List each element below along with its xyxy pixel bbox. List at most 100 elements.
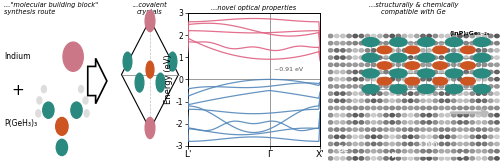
Circle shape [433,77,448,85]
Circle shape [439,49,444,52]
Circle shape [433,142,438,146]
Circle shape [384,128,388,131]
Circle shape [458,63,462,66]
Circle shape [458,77,462,81]
Circle shape [464,121,468,124]
Text: ~0.91 eV: ~0.91 eV [274,67,303,72]
Circle shape [359,56,364,59]
Circle shape [372,34,376,38]
Circle shape [359,70,364,74]
Circle shape [366,106,370,110]
Circle shape [439,106,444,110]
Circle shape [446,85,462,93]
Circle shape [347,70,352,74]
Circle shape [340,157,345,160]
Circle shape [482,128,487,131]
Circle shape [372,106,376,110]
Circle shape [347,77,352,81]
Circle shape [414,106,419,110]
Circle shape [372,114,376,117]
Circle shape [390,85,407,93]
Circle shape [464,128,468,131]
Circle shape [378,99,382,103]
Circle shape [414,41,419,45]
Circle shape [334,157,339,160]
Circle shape [452,157,456,160]
Circle shape [482,63,487,66]
Circle shape [439,56,444,59]
Circle shape [452,142,456,146]
Circle shape [408,34,413,38]
Circle shape [458,41,462,45]
Circle shape [452,85,456,88]
Circle shape [427,63,432,66]
Circle shape [458,106,462,110]
Circle shape [359,157,364,160]
Circle shape [488,142,493,146]
Circle shape [390,56,394,59]
Circle shape [452,114,456,117]
Circle shape [390,121,394,124]
Circle shape [488,77,493,81]
Circle shape [359,77,364,81]
Circle shape [470,121,474,124]
Circle shape [328,114,333,117]
Circle shape [420,56,425,59]
Circle shape [464,41,468,45]
Circle shape [427,150,432,153]
Circle shape [396,106,400,110]
Circle shape [470,128,474,131]
Circle shape [482,135,487,139]
Circle shape [340,106,345,110]
FancyArrow shape [88,58,107,104]
Circle shape [378,70,382,74]
Circle shape [476,135,480,139]
Circle shape [353,114,358,117]
Circle shape [414,114,419,117]
Circle shape [476,41,480,45]
Circle shape [384,77,388,81]
Circle shape [334,114,339,117]
Circle shape [470,114,474,117]
Circle shape [427,92,432,95]
Circle shape [78,86,84,93]
Circle shape [328,121,333,124]
Circle shape [408,49,413,52]
Circle shape [439,157,444,160]
Circle shape [402,92,407,95]
Circle shape [366,63,370,66]
Circle shape [328,34,333,38]
Circle shape [494,142,499,146]
Circle shape [135,73,144,92]
Circle shape [460,62,475,69]
Circle shape [408,121,413,124]
Circle shape [366,56,370,59]
Circle shape [476,157,480,160]
Circle shape [427,114,432,117]
Circle shape [377,77,392,85]
Circle shape [488,128,493,131]
Circle shape [334,92,339,95]
Circle shape [83,97,88,104]
Circle shape [452,99,456,103]
Circle shape [396,142,400,146]
Circle shape [420,106,425,110]
Circle shape [396,63,400,66]
Circle shape [408,99,413,103]
Circle shape [427,34,432,38]
Circle shape [396,77,400,81]
Circle shape [372,157,376,160]
Circle shape [384,70,388,74]
Circle shape [84,110,89,117]
Circle shape [372,150,376,153]
Circle shape [353,135,358,139]
Circle shape [460,46,475,54]
Circle shape [458,56,462,59]
Circle shape [464,49,468,52]
Circle shape [372,77,376,81]
Circle shape [402,121,407,124]
Circle shape [427,142,432,146]
Circle shape [488,63,493,66]
Circle shape [384,49,388,52]
Circle shape [458,70,462,74]
